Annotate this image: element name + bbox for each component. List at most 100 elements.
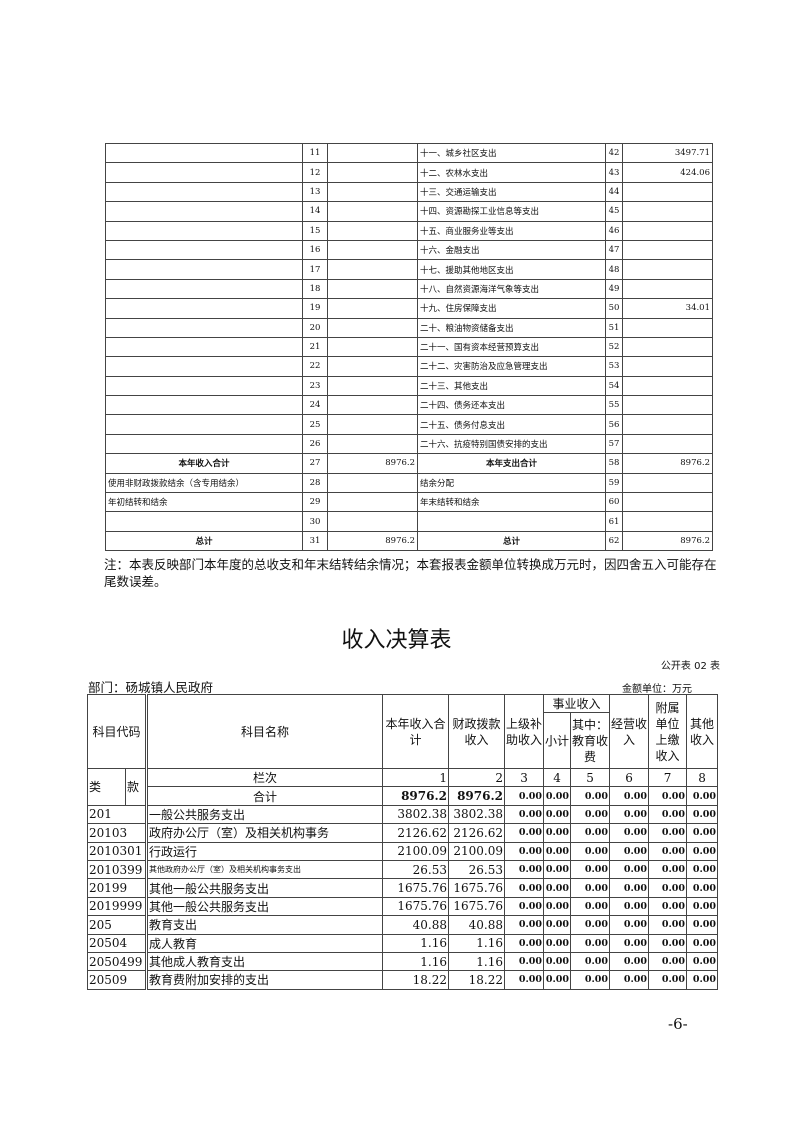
- income-amount: 8976.2: [327, 530, 418, 552]
- header-superior: 上级补助收入: [504, 694, 545, 769]
- expense-item-label: 本年支出合计: [417, 453, 606, 474]
- expense-item-label: 年末结转和结余: [417, 492, 606, 513]
- income-item-label: [105, 142, 303, 164]
- income-amount: [327, 201, 418, 222]
- amount-cell: 18.22: [382, 970, 450, 990]
- income-line-number: 18: [302, 278, 328, 300]
- table-row: 20 二十、粮油物资储备支出 51: [105, 317, 713, 338]
- expense-amount: [622, 375, 713, 397]
- expense-amount: 8976.2: [622, 453, 713, 474]
- amount-cell: 0.00: [609, 841, 650, 861]
- income-line-number: 29: [302, 492, 328, 513]
- expense-amount: [622, 356, 713, 377]
- income-item-label: [105, 336, 303, 358]
- income-line-number: 31: [302, 530, 328, 552]
- amount-cell: 0.00: [570, 951, 611, 972]
- total-value: 0.00: [686, 786, 719, 806]
- amount-cell: 0.00: [609, 859, 650, 880]
- total-value: 0.00: [570, 786, 611, 806]
- income-item-label: [105, 375, 303, 397]
- income-amount: 8976.2: [327, 453, 418, 474]
- expense-amount: [622, 181, 713, 203]
- column-number-label: 栏次: [145, 767, 384, 788]
- amount-cell: 0.00: [504, 804, 545, 825]
- expense-amount: [622, 511, 713, 532]
- table-row: 24 二十四、债务还本支出 55: [105, 395, 713, 416]
- table-row: 17 十七、援助其他地区支出 48: [105, 259, 713, 280]
- income-line-number: 20: [302, 317, 328, 338]
- income-item-label: [105, 162, 303, 183]
- income-line-number: 28: [302, 472, 328, 494]
- amount-cell: 3802.38: [448, 804, 506, 825]
- expense-line-number: 50: [605, 298, 623, 319]
- amount-cell: 26.53: [448, 859, 506, 880]
- table-row: 205 教育支出 40.88 40.88 0.00 0.00 0.00 0.00 0.00 0.0…: [86, 915, 719, 935]
- amount-cell: 1675.76: [382, 896, 450, 917]
- expense-line-number: 57: [605, 433, 623, 455]
- income-item-label: [105, 356, 303, 377]
- amount-cell: 0.00: [648, 878, 688, 898]
- expense-item-label: 二十三、其他支出: [417, 375, 606, 397]
- amount-cell: 40.88: [448, 915, 506, 935]
- table-row: 13 十三、交通运输支出 44: [105, 181, 713, 203]
- amount-cell: 0.00: [570, 859, 611, 880]
- header-affiliated: 附属单位上缴收入: [648, 694, 688, 769]
- expense-line-number: 52: [605, 336, 623, 358]
- expense-line-number: 44: [605, 181, 623, 203]
- income-amount: [327, 492, 418, 513]
- expense-line-number: 59: [605, 472, 623, 494]
- amount-cell: 0.00: [504, 933, 545, 953]
- table-row: 20509 教育费附加安排的支出 18.22 18.22 0.00 0.00 0.00 0.0…: [86, 970, 719, 990]
- amount-cell: 0.00: [609, 878, 650, 898]
- table-row: 20103 政府办公厅（室）及相关机构事务 2126.62 2126.62 0.00 0.…: [86, 823, 719, 843]
- column-number: 2: [448, 767, 506, 788]
- amount-cell: 0.00: [543, 970, 572, 990]
- table-row: 14 十四、资源勘探工业信息等支出 45: [105, 201, 713, 222]
- table-row: 2050499 其他成人教育支出 1.16 1.16 0.00 0.00 0.00 0.00 0…: [86, 951, 719, 972]
- amount-cell: 0.00: [570, 804, 611, 825]
- table-note: 注：本表反映部门本年度的总收支和年末结转结余情况；本套报表金额单位转换成万元时，…: [104, 557, 717, 589]
- amount-cell: 0.00: [686, 915, 719, 935]
- income-line-number: 11: [302, 142, 328, 164]
- column-number: 4: [543, 767, 572, 788]
- amount-cell: 0.00: [686, 896, 719, 917]
- income-item-label: [105, 201, 303, 222]
- amount-cell: 0.00: [609, 951, 650, 972]
- income-line-number: 13: [302, 181, 328, 203]
- table-row: 2019999 其他一般公共服务支出 1675.76 1675.76 0.00 0.00 0…: [86, 896, 719, 917]
- income-amount: [327, 414, 418, 435]
- income-table: 科目代码 科目名称 本年收入合计 财政拨款收入 上级补助收入 事业收入 经营收入…: [86, 694, 719, 990]
- amount-cell: 0.00: [686, 841, 719, 861]
- amount-cell: 0.00: [648, 915, 688, 935]
- total-label: 合计: [145, 786, 384, 806]
- table-row: 22 二十二、灾害防治及应急管理支出 53: [105, 356, 713, 377]
- expense-line-number: 54: [605, 375, 623, 397]
- expense-item-label: 十三、交通运输支出: [417, 181, 606, 203]
- expense-amount: [622, 317, 713, 338]
- amount-cell: 0.00: [504, 915, 545, 935]
- amount-cell: 0.00: [504, 970, 545, 990]
- income-item-label: [105, 414, 303, 435]
- table-row: 2010399 其他政府办公厅（室）及相关机构事务支出 26.53 26.53 0.00…: [86, 859, 719, 880]
- expense-item-label: 二十二、灾害防治及应急管理支出: [417, 356, 606, 377]
- column-number: 6: [609, 767, 650, 788]
- amount-cell: 26.53: [382, 859, 450, 880]
- expense-line-number: 47: [605, 239, 623, 261]
- income-amount: [327, 181, 418, 203]
- table-row: 26 二十六、抗疫特别国债安排的支出 57: [105, 433, 713, 455]
- subject-code: 2019999: [86, 896, 148, 917]
- amount-cell: 2100.09: [448, 841, 506, 861]
- amount-cell: 2126.62: [382, 823, 450, 843]
- income-amount: [327, 142, 418, 164]
- expense-line-number: 56: [605, 414, 623, 435]
- form-number: 公开表 02 表: [660, 661, 720, 672]
- amount-cell: 0.00: [648, 933, 688, 953]
- amount-cell: 0.00: [543, 933, 572, 953]
- amount-cell: 0.00: [686, 878, 719, 898]
- subject-name: 成人教育: [145, 933, 384, 953]
- subject-name: 一般公共服务支出: [145, 804, 384, 825]
- subject-name: 其他政府办公厅（室）及相关机构事务支出: [145, 859, 384, 880]
- expense-item-label: 总计: [417, 530, 606, 552]
- header-business: 事业收入: [543, 694, 611, 713]
- subject-code: 205: [86, 915, 148, 935]
